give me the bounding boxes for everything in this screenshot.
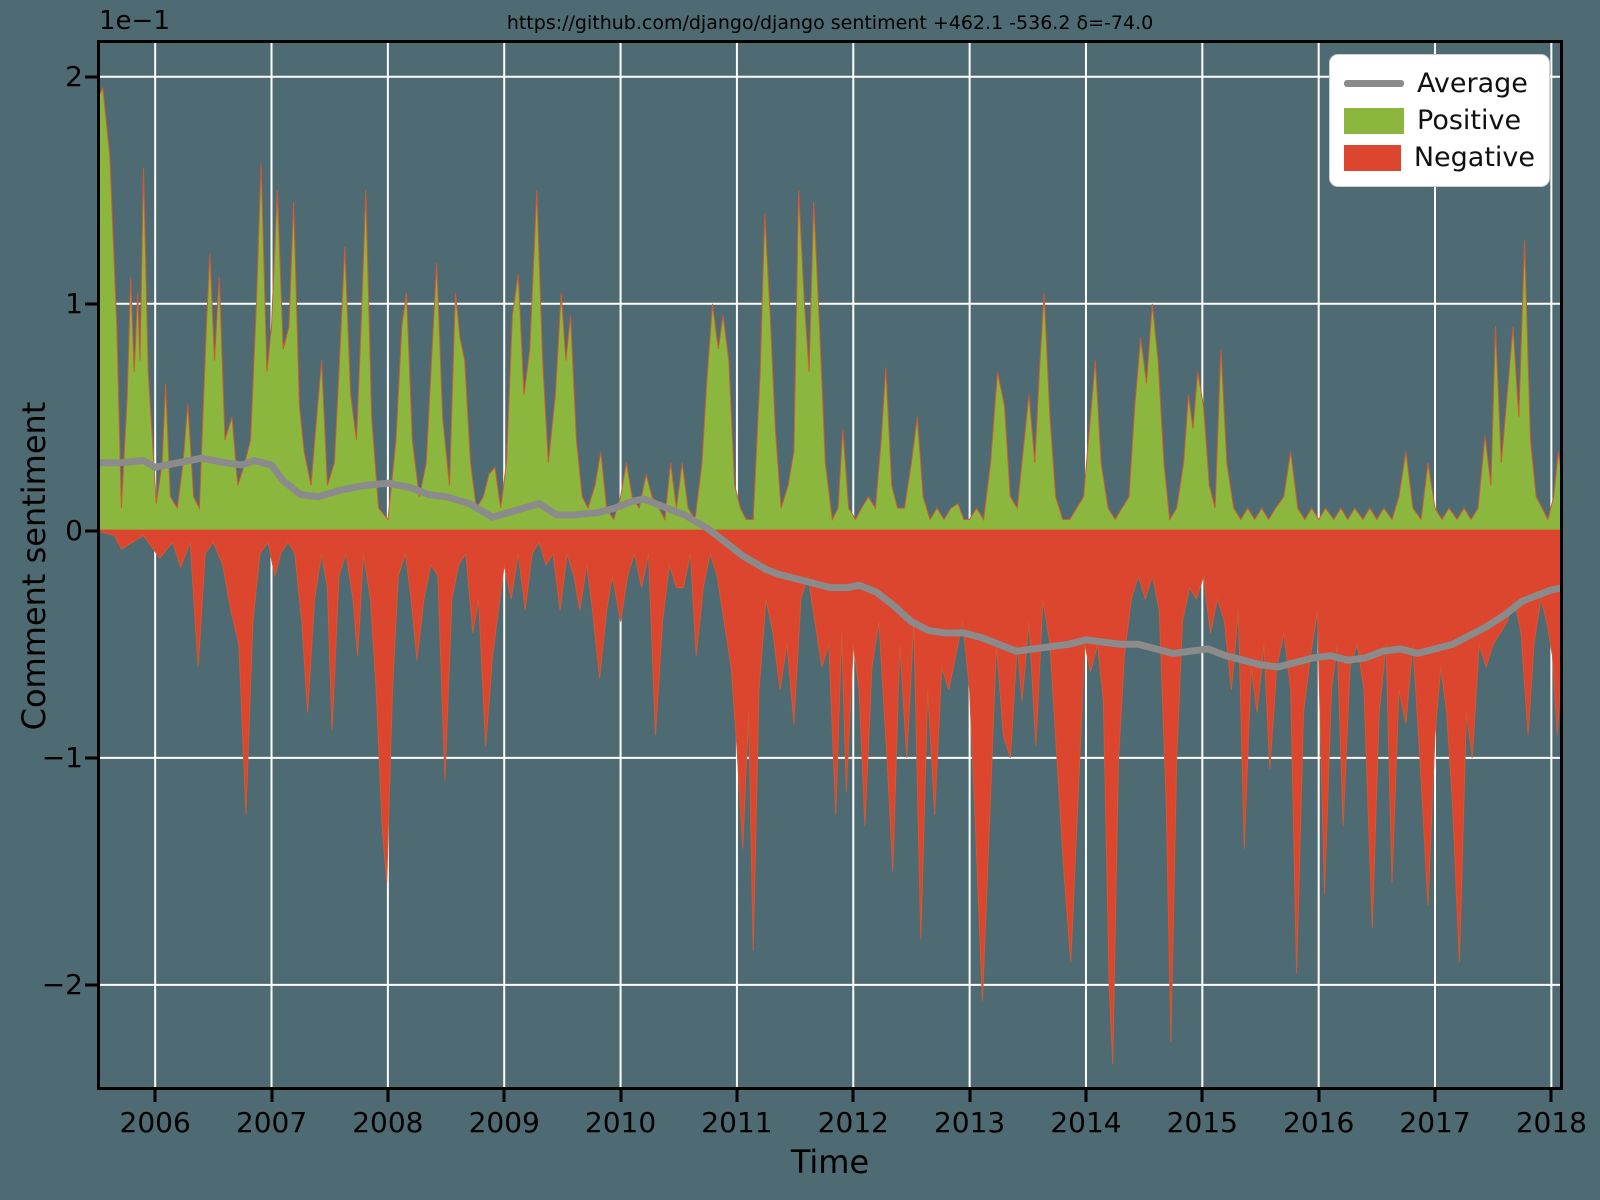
x-tick-mark [968, 1090, 972, 1102]
legend-item-average: Average [1344, 70, 1535, 97]
y-tick-mark [85, 75, 97, 79]
legend-label-negative: Negative [1413, 142, 1535, 173]
y-tick-label: 2 [65, 59, 83, 93]
x-tick-label: 2013 [933, 1106, 1006, 1139]
x-tick-mark [735, 1090, 739, 1102]
y-tick-label: 1 [65, 286, 83, 320]
sentiment-chart [97, 40, 1563, 1090]
x-tick-mark [619, 1090, 623, 1102]
y-tick-mark [85, 302, 97, 306]
y-axis-label: Comment sentiment [15, 401, 53, 731]
x-tick-label: 2016 [1283, 1106, 1355, 1139]
x-tick-mark [1549, 1090, 1553, 1102]
x-tick-label: 2011 [701, 1106, 773, 1139]
y-tick-mark [85, 529, 97, 533]
y-tick-label: −1 [41, 740, 83, 774]
x-tick-mark [1433, 1090, 1437, 1102]
negative-patch-swatch [1344, 144, 1401, 171]
y-tick-mark [85, 756, 97, 760]
average-line-swatch [1344, 80, 1404, 87]
x-tick-label: 2015 [1166, 1106, 1238, 1139]
legend: Average Positive Negative [1329, 54, 1550, 187]
y-axis-offset-text: 1e−1 [99, 6, 170, 36]
y-tick-mark [85, 983, 97, 987]
y-tick-label: 0 [65, 513, 83, 547]
x-tick-mark [386, 1090, 390, 1102]
x-tick-mark [153, 1090, 157, 1102]
x-tick-label: 2007 [235, 1106, 308, 1139]
x-tick-mark [1317, 1090, 1321, 1102]
x-tick-mark [851, 1090, 855, 1102]
x-tick-label: 2012 [817, 1106, 889, 1139]
x-tick-mark [1084, 1090, 1088, 1102]
x-tick-label: 2006 [119, 1106, 191, 1139]
x-tick-label: 2017 [1399, 1106, 1471, 1139]
x-tick-label: 2009 [468, 1106, 540, 1139]
legend-label-positive: Positive [1417, 105, 1522, 136]
x-tick-label: 2018 [1515, 1106, 1587, 1139]
chart-title: https://github.com/django/django sentime… [506, 12, 1154, 34]
y-tick-label: −2 [41, 967, 83, 1001]
x-tick-mark [1200, 1090, 1204, 1102]
legend-label-average: Average [1417, 68, 1528, 99]
x-tick-mark [270, 1090, 274, 1102]
positive-patch-swatch [1344, 107, 1404, 134]
legend-item-negative: Negative [1344, 144, 1535, 171]
x-tick-label: 2008 [352, 1106, 424, 1139]
legend-item-positive: Positive [1344, 107, 1535, 134]
x-tick-label: 2010 [584, 1106, 657, 1139]
x-tick-label: 2014 [1050, 1106, 1122, 1139]
x-tick-mark [502, 1090, 506, 1102]
plot-area [97, 40, 1563, 1090]
x-axis-label: Time [790, 1143, 870, 1181]
